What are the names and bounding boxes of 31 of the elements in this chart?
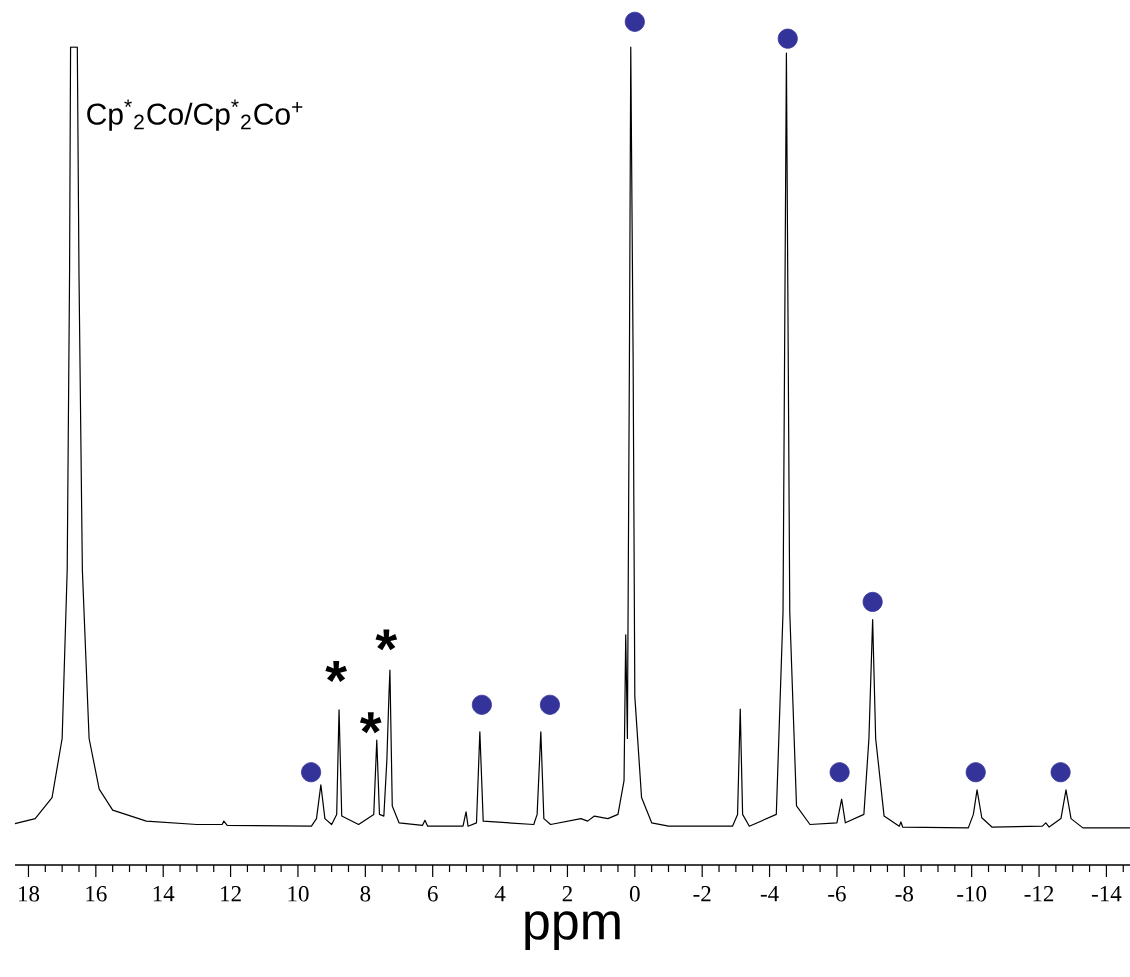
point xyxy=(471,694,492,715)
x-tick-label: 10 xyxy=(288,886,309,902)
annotation: * xyxy=(325,661,347,682)
x-tick-label: 0 xyxy=(629,886,640,902)
point xyxy=(829,762,850,783)
x-tick-label: 2 xyxy=(562,886,572,902)
x-tick-label: 8 xyxy=(360,886,371,902)
x-tick-label: 16 xyxy=(86,886,107,902)
x-tick-label: 4 xyxy=(494,886,506,902)
x-tick-label: -2 xyxy=(693,886,711,902)
x-tick-label: -4 xyxy=(760,886,779,902)
annotation: * xyxy=(375,629,398,651)
x-tick-label: -8 xyxy=(895,886,914,902)
x-tick-label: 12 xyxy=(221,886,241,902)
x-tick-label: 14 xyxy=(153,886,175,902)
x-tick-label: -6 xyxy=(828,886,846,902)
point xyxy=(301,762,322,783)
point xyxy=(539,694,560,715)
x-tick-label: -14 xyxy=(1091,886,1122,902)
point xyxy=(624,11,645,32)
point xyxy=(777,28,798,49)
x-tick-label: -10 xyxy=(957,886,987,902)
x-axis-title: ppm xyxy=(525,911,620,951)
annotation: Cp$^{*}$$_{2}$Co/Cp$^{*}$$_{2}$Co$^{+}$ xyxy=(87,99,303,131)
x-tick-label: 6 xyxy=(427,886,438,902)
point xyxy=(965,762,986,783)
x-tick-label: 18 xyxy=(18,886,40,902)
point xyxy=(862,591,883,612)
point xyxy=(1050,762,1071,783)
annotation: * xyxy=(359,712,382,734)
x-tick-label: -12 xyxy=(1024,886,1054,902)
